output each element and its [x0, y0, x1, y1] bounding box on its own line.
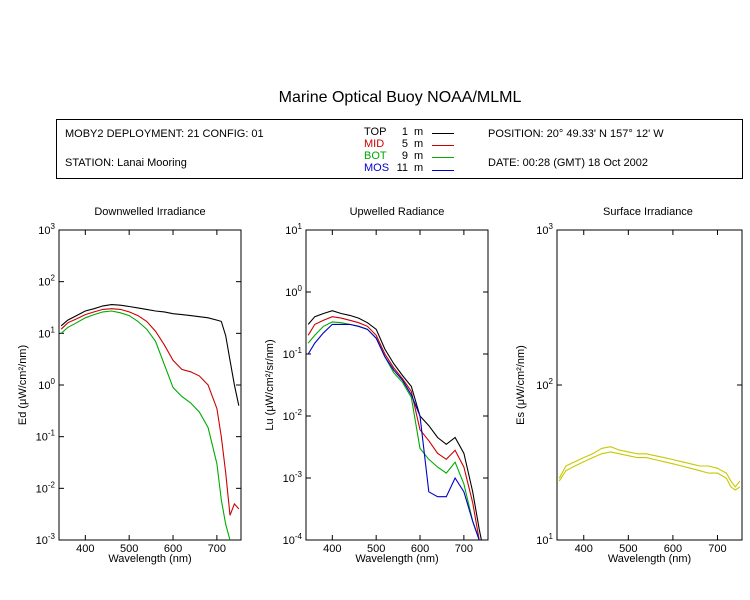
y-axis-label: Lu (μW/cm²/sr/nm)	[264, 339, 276, 430]
plot-frame	[556, 229, 743, 541]
chart-title: Marine Optical Buoy NOAA/MLML	[278, 89, 522, 106]
y-tick-label: 103	[38, 222, 55, 237]
legend-depth: 9	[401, 150, 408, 162]
legend-line-mid	[432, 145, 454, 146]
plot-frame	[305, 229, 489, 541]
panel-2: 400 500 600 700 101 102 103 Wavelength (nm) Es (…	[515, 222, 743, 565]
legend-line-bot	[432, 157, 454, 158]
legend-line-top	[432, 133, 454, 134]
x-axis-label: Wavelength (nm)	[608, 553, 691, 565]
y-tick-label: 100	[38, 377, 55, 392]
info-box: MOBY2 DEPLOYMENT: 21 CONFIG: 01 STATION:…	[56, 119, 743, 179]
series-line-bot	[307, 321, 480, 540]
legend-name: MID	[364, 138, 385, 150]
x-tick-label: 400	[323, 543, 341, 555]
x-tick-label: 500	[619, 543, 637, 555]
y-axis-label: Ed (μW/cm²/nm)	[17, 345, 29, 425]
y-tick-label: 10-1	[283, 346, 303, 361]
y-tick-label: 10-4	[283, 532, 303, 547]
legend-unit: m	[414, 162, 424, 174]
panel-0: 400 500 600 700 10-3 10-2 10-1 100 101 102 103 Wave…	[17, 222, 242, 565]
y-tick-label: 102	[38, 274, 55, 289]
series-line-top	[60, 304, 240, 406]
y-tick-label: 100	[285, 284, 302, 299]
legend-depth: 5	[401, 138, 408, 150]
legend-name: MOS	[364, 162, 390, 174]
y-tick-label: 101	[38, 325, 55, 340]
series-line-1	[558, 451, 741, 491]
legend-depth: 11	[396, 162, 408, 174]
series-line-mos	[307, 323, 480, 540]
legend-name: BOT	[364, 150, 387, 162]
deployment-text: MOBY2 DEPLOYMENT: 21 CONFIG: 01	[65, 128, 264, 140]
x-tick-label: 700	[708, 543, 726, 555]
legend-unit: m	[414, 150, 424, 162]
x-tick-label: 600	[164, 543, 182, 555]
x-tick-label: 400	[575, 543, 593, 555]
y-tick-label: 10-3	[36, 532, 56, 547]
x-axis-label: Wavelength (nm)	[355, 553, 438, 565]
x-tick-label: 700	[208, 543, 226, 555]
y-tick-label: 10-1	[36, 429, 56, 444]
plot-frame	[58, 229, 242, 541]
legend-line-mos	[432, 170, 454, 171]
series-line-0	[558, 446, 741, 488]
legend-name: TOP	[364, 126, 387, 138]
legend-unit: m	[414, 138, 424, 150]
series-line-bot	[60, 310, 231, 540]
station-text: STATION: Lanai Mooring	[65, 157, 187, 169]
y-tick-label: 103	[536, 222, 553, 237]
series-line-top	[307, 310, 482, 540]
legend-depth: 1	[401, 126, 408, 138]
position-text: POSITION: 20° 49.33' N 157° 12' W	[488, 128, 664, 140]
y-tick-label: 101	[536, 532, 553, 547]
x-tick-label: 400	[76, 543, 94, 555]
date-text: DATE: 00:28 (GMT) 18 Oct 2002	[488, 157, 648, 169]
panel-title-downwelled: Downwelled Irradiance	[94, 206, 206, 218]
x-tick-label: 500	[367, 543, 385, 555]
series-line-mid	[307, 316, 480, 540]
panel-1: 400 500 600 700 10-4 10-3 10-2 10-1 100 101 Wavele…	[264, 222, 489, 565]
y-axis-label: Es (μW/cm²/nm)	[515, 345, 527, 425]
legend-unit: m	[414, 126, 424, 138]
y-tick-label: 10-2	[36, 480, 56, 495]
series-line-mid	[60, 308, 240, 516]
panel-title-upwelled: Upwelled Radiance	[349, 206, 445, 218]
y-tick-label: 101	[285, 222, 302, 237]
y-tick-label: 10-2	[283, 408, 303, 423]
y-tick-label: 10-3	[283, 470, 303, 485]
x-tick-label: 600	[664, 543, 682, 555]
y-tick-label: 102	[536, 377, 553, 392]
x-tick-label: 700	[455, 543, 473, 555]
panel-title-surface: Surface Irradiance	[603, 206, 693, 218]
x-tick-label: 500	[120, 543, 138, 555]
x-axis-label: Wavelength (nm)	[108, 553, 191, 565]
x-tick-label: 600	[411, 543, 429, 555]
